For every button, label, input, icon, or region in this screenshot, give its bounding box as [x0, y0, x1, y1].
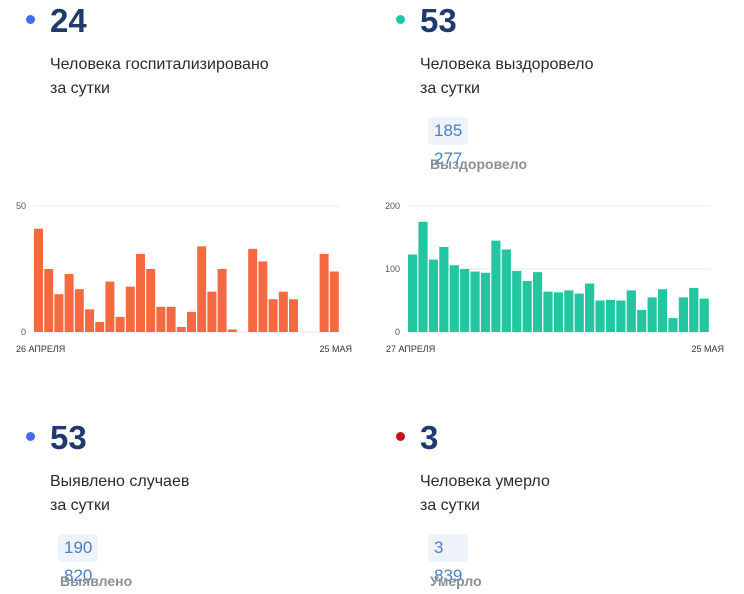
y-tick-label: 100: [385, 264, 400, 274]
bar: [605, 299, 616, 332]
y-tick-label: 0: [395, 327, 400, 337]
bar: [647, 297, 657, 332]
bar: [115, 316, 125, 332]
bar: [156, 306, 166, 332]
bar: [418, 221, 428, 332]
recovered-chart: 200 100 0 27 АПРЕЛЯ 25 МАЯ: [385, 201, 724, 354]
x-start-label: 27 АПРЕЛЯ: [386, 344, 435, 354]
bar: [460, 269, 470, 332]
bar: [44, 269, 54, 332]
bar: [248, 248, 258, 332]
cases-dot-icon: [26, 432, 35, 441]
bar: [543, 291, 553, 332]
bar: [595, 300, 605, 332]
bar: [668, 318, 678, 332]
bar: [439, 246, 449, 332]
cases-value: 53: [50, 419, 87, 456]
cases-total-badge: 190 820: [58, 534, 99, 585]
bar: [329, 271, 339, 332]
bar: [34, 228, 43, 332]
bar: [699, 298, 709, 332]
bar: [187, 311, 196, 332]
recovered-total-label: Выздоровело: [430, 156, 528, 172]
bar: [564, 290, 574, 332]
bar: [408, 254, 418, 332]
y-tick-label: 0: [21, 327, 26, 337]
bar: [227, 329, 237, 332]
recovered-dot-icon: [396, 15, 405, 24]
deaths-total-label: Умерло: [430, 573, 482, 589]
bar: [501, 249, 511, 332]
bar: [491, 240, 501, 332]
bar: [258, 261, 268, 332]
x-start-label: 26 АПРЕЛЯ: [16, 344, 65, 354]
recovered-value: 53: [420, 2, 457, 39]
bar: [166, 306, 176, 332]
deaths-value: 3: [420, 419, 439, 456]
bar: [480, 272, 491, 332]
deaths-dot-icon: [396, 432, 405, 441]
bar: [512, 270, 522, 332]
bar: [268, 299, 278, 332]
bar: [657, 289, 668, 332]
deaths-total-badge: 3 839: [428, 534, 469, 585]
bar: [585, 283, 595, 332]
bar: [125, 286, 135, 332]
bar: [176, 326, 186, 332]
bar: [54, 294, 64, 332]
bar: [689, 287, 699, 332]
bar: [95, 321, 105, 332]
x-end-label: 25 МАЯ: [319, 344, 352, 354]
bar: [616, 300, 626, 332]
hospitalized-label-line1: Человека госпитализировано: [50, 56, 269, 73]
recovered-label-line2: за сутки: [420, 80, 480, 97]
cases-total-label: Выявлено: [60, 573, 133, 589]
bar: [278, 291, 288, 332]
recovered-label-line1: Человека выздоровело: [420, 56, 594, 73]
cases-label-line2: за сутки: [50, 497, 110, 514]
bar: [553, 292, 564, 332]
bar: [217, 269, 227, 332]
bar: [289, 299, 298, 332]
hospitalized-label-line2: за сутки: [50, 80, 110, 97]
deaths-label-line1: Человека умерло: [420, 473, 550, 490]
bar: [532, 272, 543, 332]
bar: [197, 246, 207, 332]
bar: [146, 269, 156, 332]
bar: [428, 259, 439, 332]
cases-label-line1: Выявлено случаев: [50, 473, 190, 490]
hospitalized-value: 24: [50, 2, 87, 39]
bar: [449, 265, 459, 332]
bar: [136, 253, 145, 332]
bar: [207, 291, 217, 332]
y-tick-label: 50: [16, 201, 26, 211]
bar: [105, 281, 115, 332]
hospitalized-dot-icon: [26, 15, 35, 24]
bar: [637, 309, 647, 332]
bar: [64, 274, 74, 332]
deaths-label-line2: за сутки: [420, 497, 480, 514]
y-tick-label: 200: [385, 201, 400, 211]
bar: [319, 253, 329, 332]
bar: [626, 290, 636, 332]
bar: [574, 293, 584, 332]
bar: [522, 280, 532, 332]
recovered-total-badge: 185 277: [428, 117, 469, 168]
bar: [678, 297, 688, 332]
bar: [85, 309, 94, 332]
bar: [74, 289, 84, 332]
x-end-label: 25 МАЯ: [691, 344, 724, 354]
bar: [470, 271, 480, 332]
hospitalized-chart: 50 0 26 АПРЕЛЯ 25 МАЯ: [16, 201, 352, 354]
